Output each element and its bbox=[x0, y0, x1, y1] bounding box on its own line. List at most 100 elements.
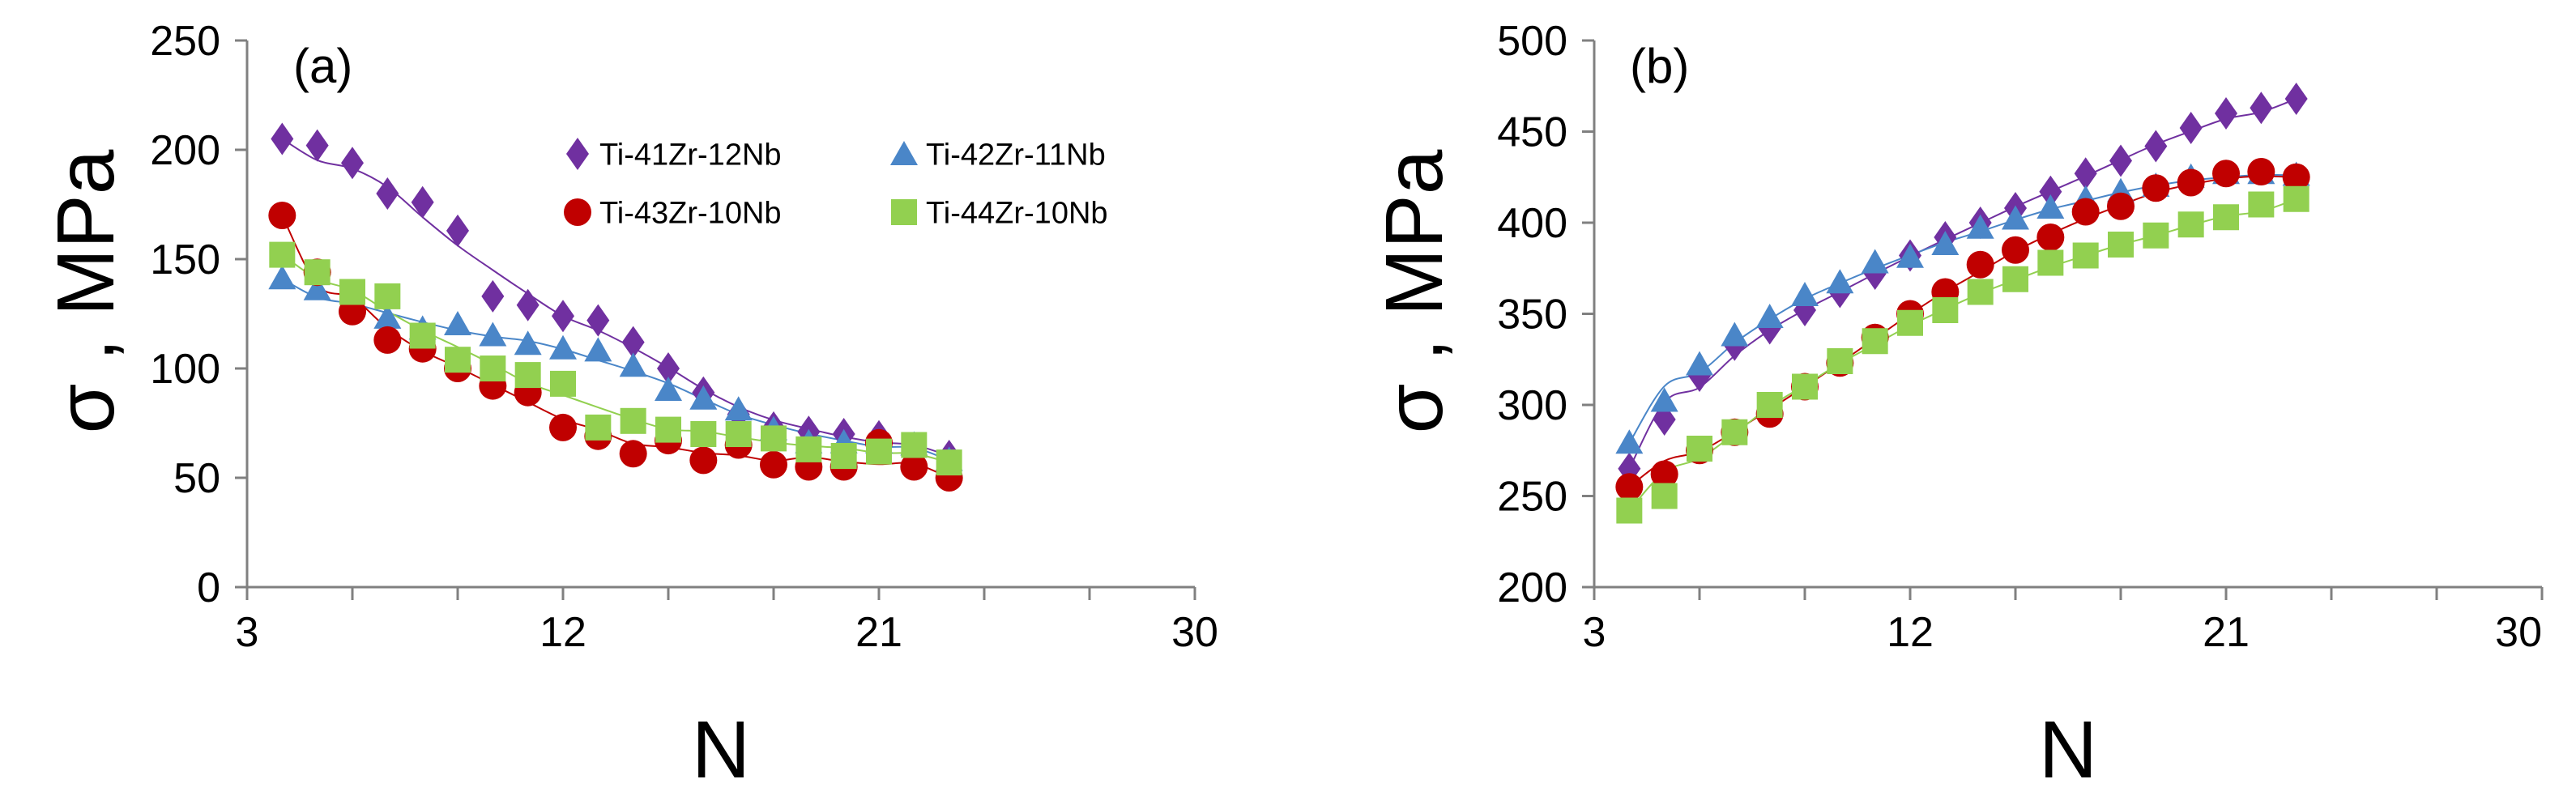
panel-b-x-axis-title: N bbox=[2039, 705, 2097, 792]
panel-b-y-tick-label: 450 bbox=[1497, 109, 1567, 156]
data-point-ti-42zr-11nb bbox=[1721, 321, 1749, 347]
panel-a-y-tick-label: 100 bbox=[150, 346, 220, 393]
data-point-ti-42zr-11nb bbox=[1896, 243, 1924, 268]
data-point-ti-42zr-11nb bbox=[1826, 269, 1854, 294]
data-point-ti-41zr-12nb bbox=[481, 279, 505, 313]
data-point-ti-41zr-12nb bbox=[552, 300, 574, 333]
data-point-ti-44zr-10nb bbox=[830, 443, 857, 469]
data-point-ti-42zr-11nb bbox=[514, 330, 542, 356]
legend-label: Ti-43Zr-10Nb bbox=[599, 196, 782, 230]
data-point-ti-43zr-10nb bbox=[2142, 174, 2170, 202]
data-point-ti-42zr-11nb bbox=[1686, 351, 1713, 376]
data-point-ti-42zr-11nb bbox=[689, 385, 718, 410]
data-point-ti-41zr-12nb bbox=[411, 185, 434, 219]
data-point-ti-43zr-10nb bbox=[2282, 163, 2310, 191]
data-point-ti-41zr-12nb bbox=[2179, 112, 2203, 144]
data-point-ti-44zr-10nb bbox=[690, 421, 717, 447]
legend-circle-icon bbox=[564, 198, 591, 226]
legend-item-ti-44zr-10nb: Ti-44Zr-10Nb bbox=[891, 196, 1108, 230]
data-point-ti-41zr-12nb bbox=[2215, 97, 2237, 130]
data-point-ti-44zr-10nb bbox=[1756, 392, 1783, 418]
data-point-ti-44zr-10nb bbox=[2143, 222, 2169, 249]
data-point-ti-43zr-10nb bbox=[1615, 473, 1644, 501]
data-point-ti-41zr-12nb bbox=[2109, 144, 2132, 177]
data-point-ti-41zr-12nb bbox=[271, 122, 294, 155]
data-point-ti-42zr-11nb bbox=[2002, 205, 2029, 230]
panel-a: σ , MPa 0 50 100 150 200 250 3 12 21 30 bbox=[41, 18, 1218, 792]
data-point-ti-44zr-10nb bbox=[2283, 185, 2309, 212]
panel-b-x-tick-label: 30 bbox=[2495, 609, 2542, 656]
panel-b-y-tick-label: 500 bbox=[1497, 18, 1567, 65]
data-point-ti-43zr-10nb bbox=[549, 413, 577, 441]
data-point-ti-42zr-11nb bbox=[549, 334, 577, 360]
data-point-ti-44zr-10nb bbox=[1651, 483, 1678, 509]
data-point-ti-44zr-10nb bbox=[339, 279, 365, 305]
data-point-ti-44zr-10nb bbox=[480, 356, 506, 381]
trend-line-ti-44zr-10nb bbox=[1628, 198, 2297, 512]
data-point-ti-42zr-11nb bbox=[1861, 249, 1889, 274]
panel-b-y-tick-label: 400 bbox=[1497, 200, 1567, 247]
data-point-ti-42zr-11nb bbox=[1615, 429, 1644, 454]
data-point-ti-44zr-10nb bbox=[2002, 266, 2028, 292]
panel-a-y-tick-label: 200 bbox=[150, 127, 220, 174]
data-point-ti-43zr-10nb bbox=[619, 440, 647, 468]
panel-a-plot-area bbox=[268, 122, 963, 492]
data-point-ti-42zr-11nb bbox=[479, 321, 507, 347]
legend-diamond-icon bbox=[566, 138, 589, 170]
panel-b-y-tick-label: 250 bbox=[1497, 474, 1567, 521]
data-point-ti-41zr-12nb bbox=[341, 147, 364, 180]
data-point-ti-44zr-10nb bbox=[2177, 211, 2204, 238]
data-point-ti-41zr-12nb bbox=[376, 177, 399, 210]
data-point-ti-41zr-12nb bbox=[586, 304, 610, 337]
panel-b-x-tick-label: 21 bbox=[2203, 609, 2250, 656]
panel-b-y-tick-label: 300 bbox=[1497, 382, 1567, 429]
data-point-ti-44zr-10nb bbox=[936, 449, 962, 476]
data-point-ti-44zr-10nb bbox=[866, 438, 892, 465]
data-point-ti-42zr-11nb bbox=[1755, 304, 1784, 328]
legend-item-ti-42zr-11nb: Ti-42Zr-11Nb bbox=[890, 138, 1106, 172]
data-point-ti-44zr-10nb bbox=[2213, 204, 2239, 231]
legend-item-ti-43zr-10nb: Ti-43Zr-10Nb bbox=[564, 196, 782, 230]
data-point-ti-42zr-11nb bbox=[373, 304, 402, 329]
data-point-ti-42zr-11nb bbox=[619, 352, 647, 377]
legend: Ti-41Zr-12Nb Ti-42Zr-11Nb Ti-43Zr-10Nb T… bbox=[564, 138, 1108, 230]
data-point-ti-44zr-10nb bbox=[901, 432, 928, 458]
data-point-ti-44zr-10nb bbox=[761, 425, 787, 452]
data-point-ti-42zr-11nb bbox=[268, 265, 296, 290]
data-point-ti-44zr-10nb bbox=[550, 370, 576, 397]
data-point-ti-42zr-11nb bbox=[1650, 387, 1678, 412]
data-point-ti-43zr-10nb bbox=[2071, 198, 2100, 226]
panel-a-y-tick-label: 150 bbox=[150, 236, 220, 283]
data-point-ti-41zr-12nb bbox=[446, 214, 469, 247]
data-point-ti-44zr-10nb bbox=[409, 322, 436, 349]
panel-a-y-tick-label: 250 bbox=[150, 18, 220, 65]
panel-a-y-tick-label: 50 bbox=[173, 455, 220, 502]
data-point-ti-41zr-12nb bbox=[2144, 130, 2168, 163]
data-point-ti-41zr-12nb bbox=[2284, 83, 2308, 115]
panel-a-y-axis-title: σ , MPa bbox=[41, 149, 131, 433]
data-point-ti-43zr-10nb bbox=[1966, 250, 1994, 279]
panel-a-label: (a) bbox=[293, 39, 352, 93]
data-point-ti-44zr-10nb bbox=[620, 407, 646, 434]
data-point-ti-43zr-10nb bbox=[2247, 158, 2275, 185]
data-point-ti-41zr-12nb bbox=[2250, 92, 2273, 125]
data-point-ti-44zr-10nb bbox=[1967, 279, 1994, 305]
panel-b: σ , MPa 200 250 300 350 400 450 500 3 12… bbox=[1369, 18, 2544, 792]
data-point-ti-44zr-10nb bbox=[2037, 249, 2064, 276]
data-point-ti-42zr-11nb bbox=[1931, 231, 1960, 255]
panel-a-x-tick-label: 3 bbox=[236, 609, 259, 656]
data-point-ti-43zr-10nb bbox=[2177, 168, 2205, 197]
data-point-ti-43zr-10nb bbox=[2036, 224, 2065, 251]
data-point-ti-44zr-10nb bbox=[2248, 191, 2275, 218]
data-point-ti-41zr-12nb bbox=[2074, 157, 2097, 190]
data-point-ti-43zr-10nb bbox=[2002, 236, 2029, 264]
data-point-ti-44zr-10nb bbox=[1687, 436, 1712, 462]
data-point-ti-44zr-10nb bbox=[1897, 309, 1923, 336]
data-point-ti-44zr-10nb bbox=[1862, 328, 1888, 355]
data-point-ti-43zr-10nb bbox=[1650, 460, 1678, 488]
data-point-ti-43zr-10nb bbox=[2107, 192, 2135, 220]
data-point-ti-42zr-11nb bbox=[1966, 214, 1994, 239]
data-point-ti-44zr-10nb bbox=[1932, 297, 1959, 323]
data-point-ti-42zr-11nb bbox=[584, 337, 612, 362]
